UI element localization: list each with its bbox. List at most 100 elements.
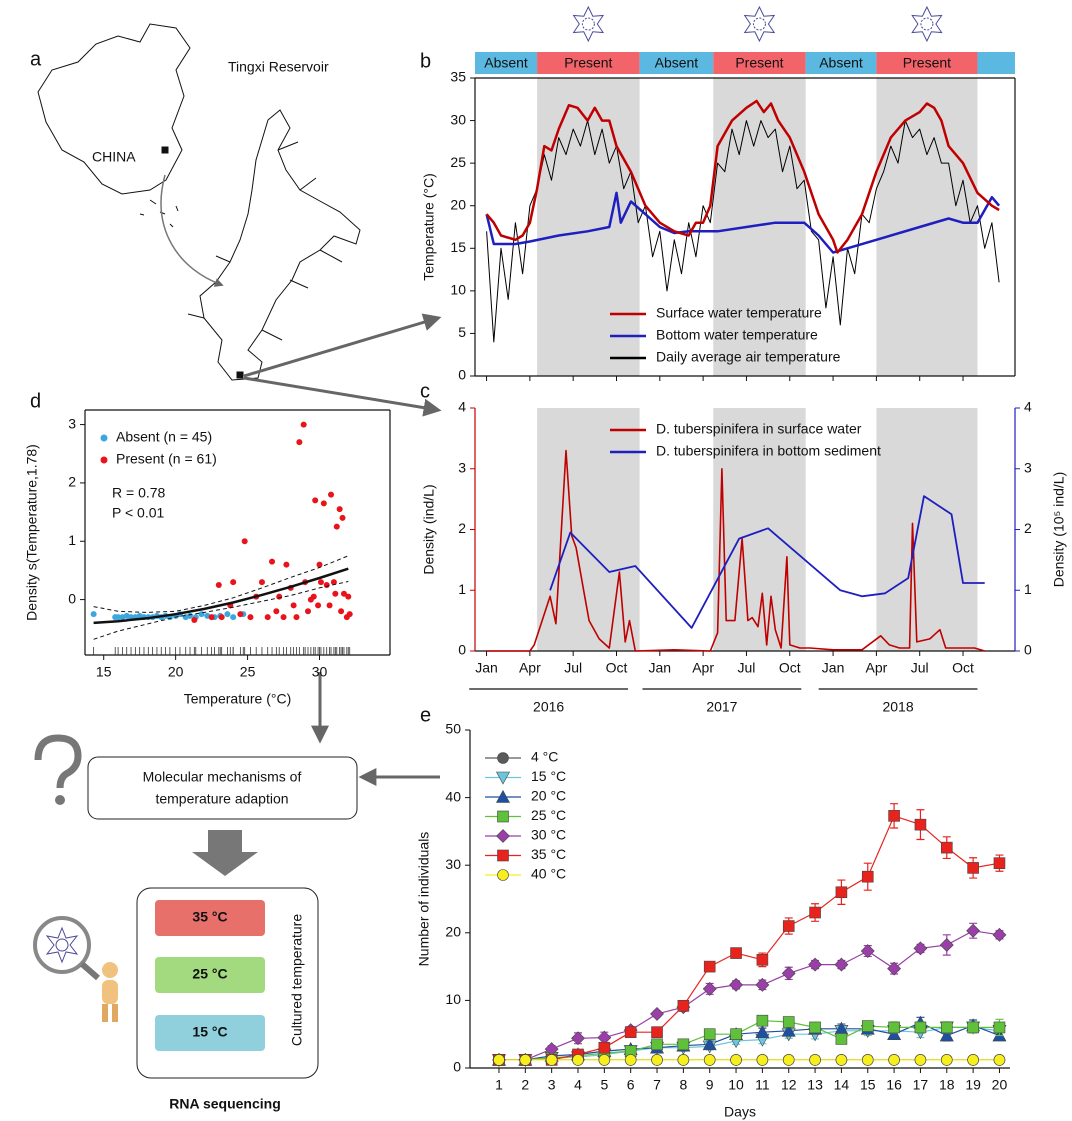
legend-label: Surface water temperature xyxy=(656,305,822,321)
x-tick-label: Jul xyxy=(737,660,755,676)
marker xyxy=(624,1054,637,1066)
condition-label: 25 °C xyxy=(192,966,227,982)
legend-label: D. tuberspinifera in surface water xyxy=(656,421,862,437)
x-tick-label: 14 xyxy=(834,1077,850,1093)
marker xyxy=(967,1021,979,1034)
series-line xyxy=(486,120,1000,343)
scatter-point xyxy=(326,602,333,609)
annotation: P < 0.01 xyxy=(112,505,165,521)
scatter-point xyxy=(208,614,215,621)
marker xyxy=(782,920,795,932)
islands xyxy=(139,199,179,228)
marker xyxy=(702,1037,717,1051)
legend-label: 15 °C xyxy=(531,768,566,784)
y-tick-label: 35 xyxy=(450,69,466,85)
scatter-point xyxy=(241,538,248,545)
x-tick-label: 4 xyxy=(574,1077,582,1093)
marker xyxy=(677,1038,690,1051)
x-tick-label: 15 xyxy=(860,1077,876,1093)
y-tick-label: 2 xyxy=(68,474,76,490)
marker xyxy=(914,1054,927,1066)
shaded-period xyxy=(876,408,978,651)
marker xyxy=(755,977,770,992)
marker xyxy=(703,960,716,973)
scatter-point xyxy=(280,614,287,621)
x-tick-label: 2 xyxy=(521,1077,529,1093)
x-tick-label: 16 xyxy=(886,1077,902,1093)
y-tick-label: 20 xyxy=(445,924,461,940)
marker xyxy=(651,1038,663,1051)
y2-axis-label: Density (10⁵ ind/L) xyxy=(1051,472,1067,588)
phase-bar xyxy=(639,52,714,74)
marker xyxy=(888,1021,900,1034)
scatter-point xyxy=(273,608,280,615)
scatter-point xyxy=(336,506,343,513)
scatter-point xyxy=(230,614,237,621)
shaded-period xyxy=(876,78,978,376)
scatter-point xyxy=(191,617,198,623)
scatter-point xyxy=(317,579,324,586)
scatter-point xyxy=(276,593,283,600)
y-tick-label: 3 xyxy=(68,415,76,431)
researcher-icon xyxy=(33,916,118,1022)
panel-label: b xyxy=(420,50,431,72)
shaded-period xyxy=(537,78,640,376)
diatom-icon xyxy=(911,5,943,43)
phase-label: Absent xyxy=(484,55,528,71)
marker xyxy=(519,1054,532,1066)
x-tick-label: Jul xyxy=(911,660,929,676)
scatter-point xyxy=(340,590,347,597)
question-icon xyxy=(34,734,82,789)
marker xyxy=(598,1054,611,1066)
box-text: temperature adaption xyxy=(155,791,288,807)
y-tick-label: 4 xyxy=(458,399,466,415)
y-tick-label: 20 xyxy=(450,196,466,212)
x-axis-label: Temperature (°C) xyxy=(184,691,292,707)
condition-box xyxy=(155,957,265,993)
scatter-point xyxy=(338,608,345,615)
marker xyxy=(756,954,769,966)
phase-bar xyxy=(713,52,806,74)
marker xyxy=(782,1016,795,1028)
x-tick-label: Jan xyxy=(822,660,845,676)
scatter-point xyxy=(323,582,330,588)
y2-tick-label: 0 xyxy=(1024,642,1032,658)
mechanism-box xyxy=(87,756,358,820)
marker xyxy=(861,1020,874,1032)
year-label: 2018 xyxy=(882,699,913,715)
scatter-point xyxy=(237,611,244,618)
diatom-icon xyxy=(581,17,595,31)
marker xyxy=(651,1054,663,1066)
marker xyxy=(677,1054,690,1066)
y-tick-label: 25 xyxy=(450,154,466,170)
marker xyxy=(940,1054,953,1066)
marker xyxy=(730,1028,742,1040)
panel-label: c xyxy=(420,380,430,402)
legend-swatch xyxy=(100,434,108,442)
x-tick-label: Oct xyxy=(779,660,801,676)
scatter-point xyxy=(247,614,254,621)
caption: RNA sequencing xyxy=(169,1096,281,1112)
diatom-icon xyxy=(920,17,934,31)
x-axis-label: Days xyxy=(724,1104,756,1120)
phase-bar xyxy=(537,52,640,74)
marker xyxy=(497,752,509,764)
x-tick-label: 13 xyxy=(807,1077,823,1093)
phase-bar xyxy=(876,52,978,74)
marker xyxy=(809,1021,821,1034)
marker xyxy=(993,1054,1006,1066)
marker xyxy=(650,1006,664,1021)
scatter-point xyxy=(320,500,327,507)
y-tick-label: 40 xyxy=(445,788,461,804)
marker xyxy=(781,966,796,981)
y-tick-label: 2 xyxy=(458,520,466,536)
x-tick-label: 20 xyxy=(992,1077,1008,1093)
map-arrow xyxy=(160,174,224,287)
legend-label: Bottom water temperature xyxy=(656,327,818,343)
marker xyxy=(887,1027,902,1040)
marker xyxy=(940,1021,953,1034)
x-tick-label: 18 xyxy=(939,1077,955,1093)
diatom-icon xyxy=(572,5,605,43)
marker xyxy=(730,947,742,959)
